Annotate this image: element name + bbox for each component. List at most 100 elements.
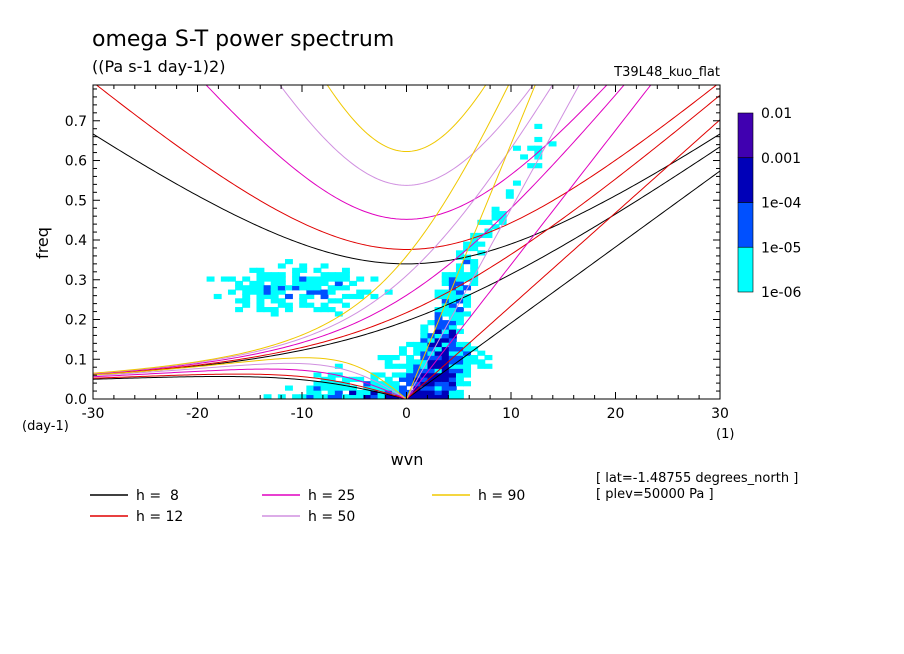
heat-cell	[448, 359, 457, 365]
heat-cell	[263, 276, 272, 282]
heat-cell	[242, 298, 251, 304]
heat-cell	[420, 359, 429, 365]
colorbar-segment	[737, 246, 754, 293]
heat-cell	[484, 354, 493, 361]
y-tick-label: 0.7	[65, 114, 87, 130]
heat-cell	[341, 267, 350, 273]
heat-cell	[434, 311, 443, 317]
heat-cell	[491, 206, 500, 212]
heat-cell	[434, 324, 443, 330]
heat-cell	[313, 307, 322, 313]
heat-cell	[491, 211, 500, 217]
heat-cell	[448, 341, 457, 348]
heat-cell	[406, 372, 415, 378]
heat-cell	[263, 285, 272, 291]
heat-cell	[434, 346, 443, 352]
heat-cell	[427, 333, 436, 339]
heat-cell	[277, 298, 286, 304]
heat-cell	[306, 394, 315, 399]
curve-mrg-h25	[93, 85, 625, 375]
heat-cell	[434, 328, 443, 334]
heat-cell	[441, 394, 450, 399]
heat-cell	[470, 267, 479, 273]
heat-cell	[377, 354, 386, 361]
heat-cell	[292, 267, 301, 273]
heat-cell	[334, 285, 343, 291]
heat-cell	[463, 241, 472, 247]
heat-cell	[455, 368, 464, 374]
heat-cell	[448, 285, 457, 291]
heat-cell	[320, 276, 329, 282]
heat-cell	[413, 350, 422, 356]
heat-cell	[306, 289, 315, 295]
heat-cell	[463, 259, 472, 265]
heat-cell	[306, 302, 315, 308]
heat-cell	[249, 285, 258, 291]
legend-label: h = 8	[136, 488, 179, 504]
heat-cell	[420, 368, 429, 374]
curve-kelvin-h90	[406, 85, 536, 399]
heat-cell	[320, 302, 329, 308]
heat-cell	[370, 276, 379, 282]
heat-cell	[434, 394, 443, 399]
heat-cell	[448, 363, 457, 369]
heat-cell	[406, 368, 415, 374]
heat-cell	[334, 394, 343, 399]
heat-cell	[306, 389, 315, 396]
heat-cell	[235, 307, 244, 313]
heat-cell	[448, 276, 457, 282]
heat-cell	[463, 298, 472, 304]
heat-cell	[334, 311, 343, 317]
heat-cell	[263, 272, 272, 278]
heat-cell	[441, 293, 450, 300]
heat-cell	[263, 289, 272, 295]
heat-cell	[470, 354, 479, 361]
heat-cell	[463, 245, 472, 252]
curve-er-h25	[93, 368, 408, 399]
heat-cell	[299, 276, 308, 282]
heat-cell	[206, 276, 215, 282]
heat-cell	[534, 163, 543, 169]
heat-cell	[427, 359, 436, 365]
heat-cell	[349, 280, 358, 287]
heat-cell	[463, 359, 472, 365]
heat-cell	[427, 337, 436, 343]
heat-cell	[320, 381, 329, 387]
heat-cell	[413, 341, 422, 348]
heat-cell	[306, 285, 315, 291]
heat-cell	[270, 298, 279, 304]
heat-cell	[277, 272, 286, 278]
heat-cell	[448, 272, 457, 278]
heat-cell	[441, 280, 450, 287]
heat-cell	[498, 219, 507, 225]
heat-cell	[420, 337, 429, 343]
power-heatmap	[206, 123, 557, 399]
heat-cell	[349, 394, 358, 399]
heat-cell	[441, 328, 450, 334]
heat-cell	[334, 389, 343, 396]
heat-cell	[470, 272, 479, 278]
heat-cell	[505, 193, 514, 199]
heat-cell	[306, 385, 315, 391]
y-tick-label: 0.0	[65, 392, 87, 408]
y-unit-label: (day-1)	[22, 419, 69, 434]
curve-er-h50	[93, 362, 408, 399]
heat-cell	[327, 385, 336, 391]
heat-cell	[441, 372, 450, 378]
heat-cell	[455, 285, 464, 291]
curve-ig-h8	[93, 133, 720, 265]
heat-cell	[534, 145, 543, 151]
heat-cell	[455, 328, 464, 334]
colorbar-segment	[737, 202, 754, 248]
heat-cell	[406, 363, 415, 369]
heat-cell	[470, 245, 479, 252]
colorbar-label: 0.01	[761, 106, 792, 122]
heat-cell	[256, 276, 265, 282]
heat-cell	[256, 289, 265, 295]
heat-cell	[463, 381, 472, 387]
heat-cell	[441, 307, 450, 313]
heat-cell	[370, 293, 379, 300]
colorbar: 0.01 0.001 1e-04 1e-05 1e-06	[737, 106, 801, 301]
heat-cell	[455, 289, 464, 295]
heat-cell	[441, 381, 450, 387]
